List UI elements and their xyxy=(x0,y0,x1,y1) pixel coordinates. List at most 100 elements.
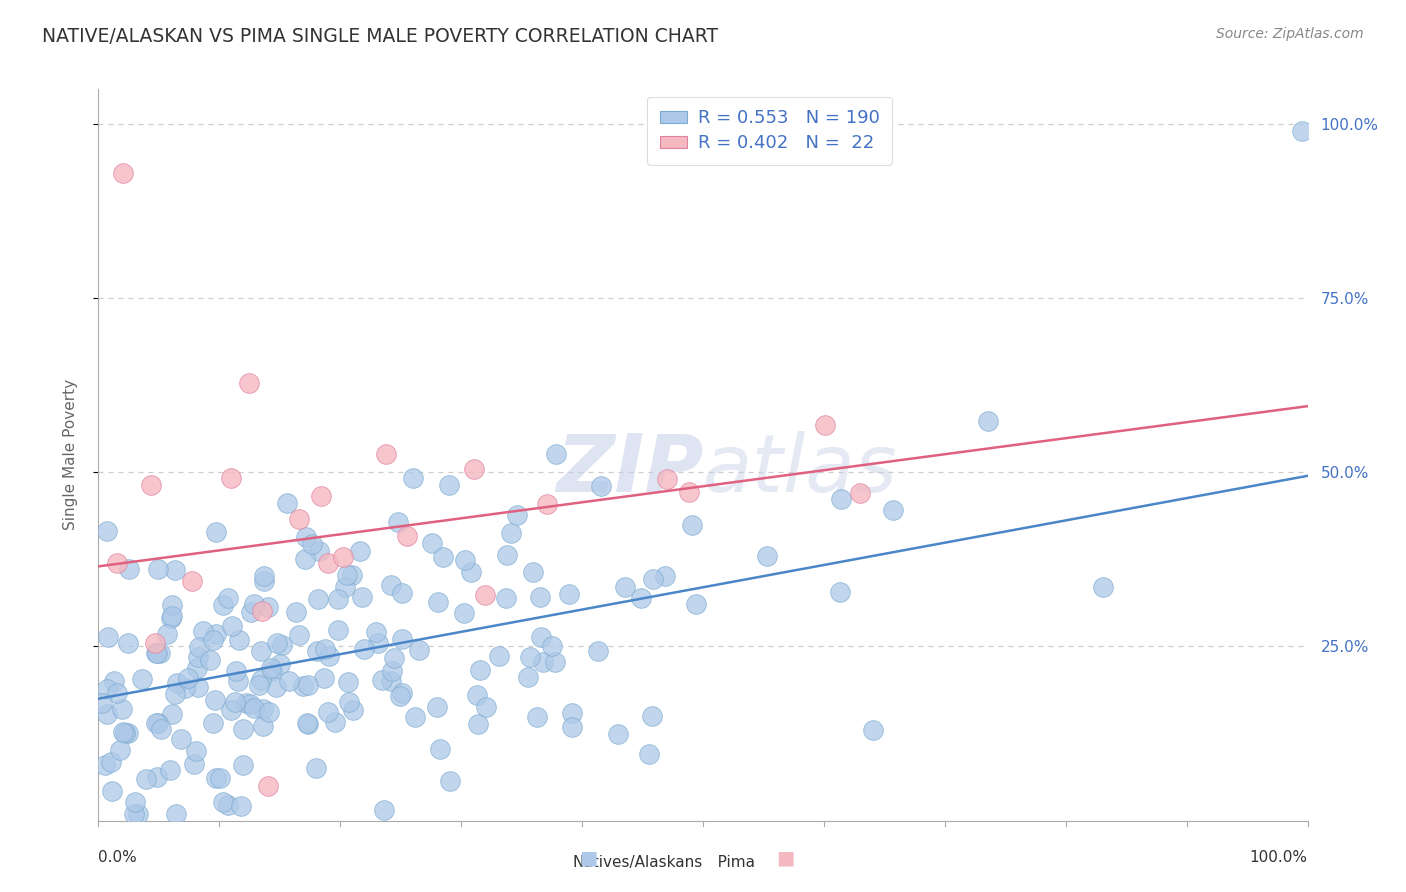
Point xyxy=(117,635,139,649)
Point xyxy=(224,695,246,709)
Point xyxy=(391,632,413,646)
Point xyxy=(181,574,204,589)
Point xyxy=(495,591,517,605)
Point xyxy=(228,633,250,648)
Point xyxy=(591,479,613,493)
Point xyxy=(530,630,553,644)
Point xyxy=(882,503,904,517)
Point xyxy=(146,770,169,784)
Point xyxy=(100,755,122,769)
Point xyxy=(380,674,402,689)
Point xyxy=(454,553,477,567)
Point xyxy=(162,706,184,721)
Point xyxy=(305,644,328,658)
Point xyxy=(558,587,581,601)
Point xyxy=(202,632,225,647)
Point xyxy=(613,580,636,594)
Point xyxy=(243,701,266,715)
Point xyxy=(276,496,298,510)
Point xyxy=(97,630,120,644)
Text: Natives/Alaskans: Natives/Alaskans xyxy=(572,855,703,870)
Point xyxy=(186,650,208,665)
Point xyxy=(249,678,271,692)
Point xyxy=(335,580,357,594)
Point xyxy=(685,597,707,611)
Point xyxy=(814,418,837,433)
Point xyxy=(342,702,364,716)
Point xyxy=(204,524,226,539)
Point xyxy=(326,592,349,607)
Point xyxy=(256,779,278,793)
Point xyxy=(382,651,405,665)
Point xyxy=(184,744,207,758)
Point xyxy=(212,598,235,612)
Point xyxy=(114,726,136,740)
Point xyxy=(849,486,872,500)
Point xyxy=(277,673,299,688)
Point xyxy=(94,757,117,772)
Point xyxy=(474,588,496,602)
Point xyxy=(235,696,257,710)
Point xyxy=(439,773,461,788)
Point xyxy=(536,497,558,511)
Point xyxy=(219,703,242,717)
Point xyxy=(243,598,266,612)
Point xyxy=(193,624,215,638)
Point xyxy=(266,636,288,650)
Point xyxy=(467,717,489,731)
Point xyxy=(519,650,541,665)
Point xyxy=(118,562,141,576)
Point xyxy=(238,376,260,390)
Point xyxy=(204,692,226,706)
Point xyxy=(297,715,319,730)
Point xyxy=(404,710,426,724)
Point xyxy=(160,609,183,624)
Point xyxy=(391,686,413,700)
Point xyxy=(159,763,181,777)
Point xyxy=(170,732,193,747)
Point xyxy=(408,642,430,657)
Point xyxy=(187,640,209,654)
Point xyxy=(308,543,330,558)
Point xyxy=(201,715,224,730)
Point xyxy=(544,655,567,669)
Point xyxy=(187,680,209,694)
Point xyxy=(561,706,583,720)
Text: 0.0%: 0.0% xyxy=(98,850,138,865)
Point xyxy=(339,694,361,708)
Point xyxy=(387,515,409,529)
Point xyxy=(174,681,197,696)
Point xyxy=(208,772,231,786)
Point xyxy=(232,758,254,772)
Point xyxy=(259,705,281,719)
Point xyxy=(239,697,262,711)
Text: 100.0%: 100.0% xyxy=(1250,850,1308,865)
Text: ■: ■ xyxy=(776,848,794,867)
Point xyxy=(96,681,118,696)
Point xyxy=(124,795,146,809)
Point xyxy=(517,670,540,684)
Point xyxy=(143,636,166,650)
Legend: R = 0.553   N = 190, R = 0.402   N =  22: R = 0.553 N = 190, R = 0.402 N = 22 xyxy=(647,96,891,165)
Text: ■: ■ xyxy=(579,848,598,867)
Point xyxy=(350,590,373,604)
Point xyxy=(183,756,205,771)
Point xyxy=(145,647,167,661)
Point xyxy=(110,743,132,757)
Point xyxy=(427,594,450,608)
Point xyxy=(200,653,222,667)
Point xyxy=(211,795,233,809)
Point xyxy=(332,550,354,565)
Point xyxy=(367,636,389,650)
Point xyxy=(586,643,609,657)
Point xyxy=(349,544,371,558)
Point xyxy=(205,627,228,641)
Point xyxy=(294,552,316,566)
Point xyxy=(654,569,676,583)
Point xyxy=(145,716,167,731)
Point xyxy=(217,797,239,812)
Point xyxy=(160,611,183,625)
Point xyxy=(217,591,239,606)
Point xyxy=(297,717,319,731)
Point xyxy=(496,548,519,562)
